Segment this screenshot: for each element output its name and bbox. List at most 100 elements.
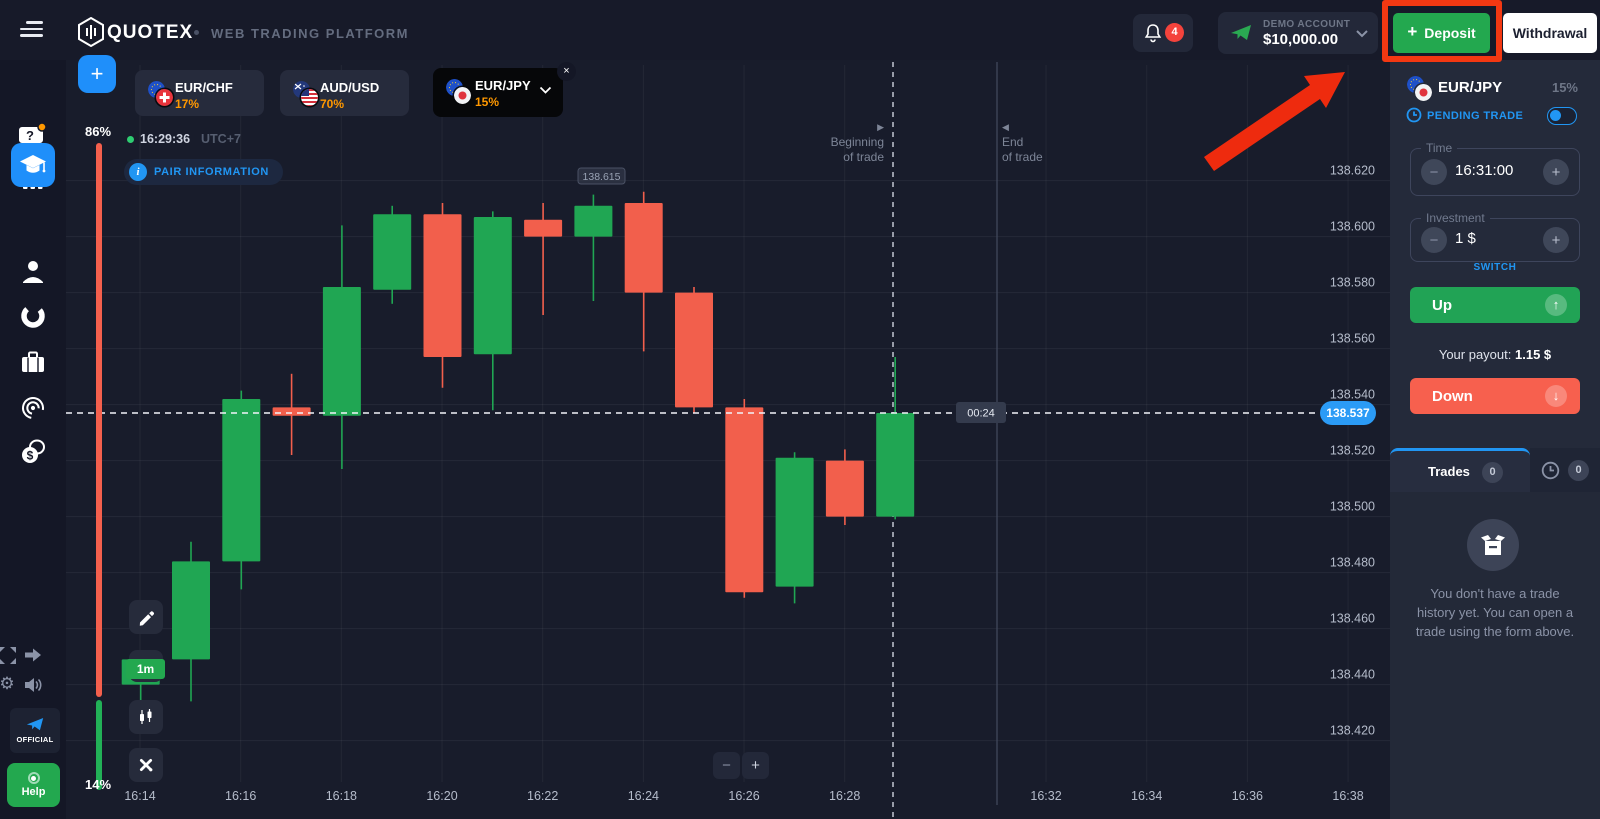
deposit-button[interactable]: + Deposit <box>1393 13 1490 53</box>
open-box-icon <box>1481 535 1505 555</box>
investment-increase-button[interactable]: + <box>1543 227 1569 253</box>
payout-line: Your payout: 1.15 $ <box>1438 347 1552 362</box>
svg-text:138.560: 138.560 <box>1330 332 1375 346</box>
brand-name: QUOTEX <box>107 22 194 43</box>
pair-name: EUR/JPY <box>475 78 531 93</box>
svg-text:16:34: 16:34 <box>1131 789 1162 803</box>
switch-link[interactable]: SWITCH <box>1473 262 1517 273</box>
speaker-icon <box>25 678 42 692</box>
svg-text:16:18: 16:18 <box>326 789 357 803</box>
pending-clock-icon <box>1406 107 1422 123</box>
history-tabs: Trades 0 0 <box>1390 448 1600 492</box>
svg-text:16:16: 16:16 <box>225 789 256 803</box>
svg-text:16:20: 16:20 <box>426 789 457 803</box>
svg-text:$: $ <box>27 449 34 463</box>
official-channel-button[interactable]: OFFICIAL <box>10 708 60 753</box>
asset-tab-audusd[interactable]: AUD/USD 70% <box>280 70 409 116</box>
asset-tab-eurchf[interactable]: EUR/CHF 17% <box>135 70 264 116</box>
svg-text:138.460: 138.460 <box>1330 612 1375 626</box>
account-type-label: DEMO ACCOUNT <box>1263 19 1351 30</box>
account-switcher[interactable]: DEMO ACCOUNT $10,000.00 <box>1218 12 1378 54</box>
svg-text:16:24: 16:24 <box>628 789 659 803</box>
telegram-icon <box>26 717 44 731</box>
pair-payout: 15% <box>475 95 500 109</box>
history-clock-icon <box>1541 461 1560 479</box>
up-label: Up <box>1432 296 1452 314</box>
chevron-down-icon <box>1356 30 1368 38</box>
indicators-button[interactable] <box>129 748 163 782</box>
timezone-label: UTC+7 <box>201 132 241 146</box>
sidebar-item-analytics[interactable] <box>0 303 66 329</box>
svg-text:138.600: 138.600 <box>1330 220 1375 234</box>
sidebar-item-signals[interactable] <box>0 395 66 421</box>
sidebar-item-education-active[interactable] <box>11 143 55 187</box>
deposit-label: Deposit <box>1424 25 1476 41</box>
gear-icon: ⚙ <box>0 674 15 693</box>
help-button[interactable]: Help <box>7 763 60 807</box>
time-value[interactable]: 16:31:00 <box>1455 162 1514 179</box>
withdrawal-button[interactable]: Withdrawal <box>1503 13 1597 53</box>
notification-count-badge: 4 <box>1165 23 1184 42</box>
tab-trades-active[interactable]: Trades 0 <box>1390 448 1530 492</box>
eur-jpy-flags-icon <box>1407 76 1437 102</box>
time-field: Time − 16:31:00 + <box>1410 141 1580 196</box>
candles-icon <box>140 709 152 724</box>
settings-button[interactable]: ⚙ <box>0 674 27 694</box>
sidebar-item-support[interactable]: ? <box>0 123 66 151</box>
chart-canvas[interactable]: 138.620 138.600 138.580 138.560 138.540 138.5… <box>66 60 1390 819</box>
chevron-down-icon[interactable] <box>539 86 552 95</box>
radar-target-icon <box>22 397 44 419</box>
add-asset-button[interactable]: + <box>78 55 116 93</box>
up-button[interactable]: Up ↑ <box>1410 287 1580 323</box>
time-decrease-button[interactable]: − <box>1421 159 1447 185</box>
investment-decrease-button[interactable]: − <box>1421 227 1447 253</box>
help-label: Help <box>21 786 46 798</box>
time-increase-button[interactable]: + <box>1543 159 1569 185</box>
svg-text:138.420: 138.420 <box>1330 724 1375 738</box>
down-button[interactable]: Down ↓ <box>1410 378 1580 414</box>
draw-tool-button[interactable] <box>129 600 163 634</box>
panel-pair-name[interactable]: EUR/JPY <box>1438 79 1503 96</box>
down-label: Down <box>1432 387 1473 405</box>
pair-information-label: PAIR INFORMATION <box>154 166 269 178</box>
withdrawal-label: Withdrawal <box>1512 25 1588 41</box>
svg-text:138.540: 138.540 <box>1330 388 1375 402</box>
person-icon <box>23 261 43 283</box>
server-clock: 16:29:36 <box>140 132 191 146</box>
sound-button[interactable] <box>13 677 53 693</box>
sidebar-item-cashback[interactable]: $ <box>0 439 66 465</box>
brand-separator-dot <box>194 30 199 35</box>
pending-trade-toggle[interactable] <box>1547 107 1577 125</box>
menu-icon[interactable] <box>20 21 43 37</box>
svg-text:138.580: 138.580 <box>1330 276 1375 290</box>
close-tab-icon[interactable]: × <box>557 62 576 81</box>
zoom-in-button[interactable]: + <box>742 752 769 779</box>
next-button[interactable] <box>13 647 53 663</box>
sidebar-item-profile[interactable] <box>0 258 66 284</box>
candlestick-chart[interactable]: 138.620 138.600 138.580 138.560 138.540 138.5… <box>66 60 1390 819</box>
payout-value: 1.15 $ <box>1515 347 1552 362</box>
help-status-icon <box>27 772 40 784</box>
svg-text:16:36: 16:36 <box>1232 789 1263 803</box>
notifications-button[interactable]: 4 <box>1133 14 1193 52</box>
zoom-out-button[interactable]: − <box>713 752 740 779</box>
platform-tagline: WEB TRADING PLATFORM <box>211 26 410 41</box>
official-label: OFFICIAL <box>16 735 54 744</box>
pair-name: EUR/CHF <box>175 80 233 95</box>
trade-panel: EUR/JPY 15% PENDING TRADE Time − 16:31:0… <box>1390 60 1600 819</box>
chart-type-button[interactable] <box>129 700 163 734</box>
pair-information-button[interactable]: i PAIR INFORMATION <box>124 159 283 185</box>
eur-chf-flags-icon <box>148 81 178 107</box>
coins-icon: $ <box>22 439 45 463</box>
svg-text:138.620: 138.620 <box>1330 164 1375 178</box>
fullscreen-button[interactable] <box>0 647 27 664</box>
asset-tab-eurjpy-active[interactable]: EUR/JPY 15% × <box>433 62 576 117</box>
info-icon: i <box>129 163 147 181</box>
sidebar-item-market[interactable] <box>0 350 66 374</box>
investment-value[interactable]: 1 $ <box>1455 230 1476 247</box>
svg-text:138.440: 138.440 <box>1330 668 1375 682</box>
pending-trade-label[interactable]: PENDING TRADE <box>1427 110 1524 122</box>
pair-name: AUD/USD <box>320 80 380 95</box>
tab-closed-trades[interactable]: 0 <box>1530 448 1600 492</box>
svg-text:138.500: 138.500 <box>1330 500 1375 514</box>
